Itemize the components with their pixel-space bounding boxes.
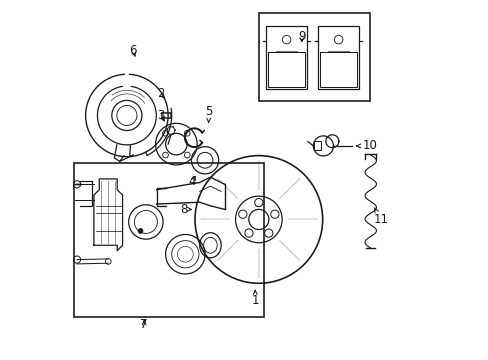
Bar — [74, 163, 264, 317]
Text: 9: 9 — [298, 30, 305, 43]
Bar — [258, 13, 369, 101]
Bar — [267, 52, 305, 87]
Circle shape — [138, 228, 142, 233]
Bar — [319, 52, 357, 87]
Text: 6: 6 — [129, 44, 137, 57]
Text: 8: 8 — [180, 203, 191, 216]
Text: 5: 5 — [204, 105, 212, 122]
Text: 10: 10 — [356, 139, 377, 152]
Text: 1: 1 — [251, 291, 259, 307]
Text: 11: 11 — [372, 208, 387, 226]
Text: 3: 3 — [157, 109, 164, 122]
Text: 2: 2 — [157, 87, 165, 100]
Text: 4: 4 — [188, 175, 196, 188]
Bar — [314, 140, 320, 149]
Text: 7: 7 — [140, 318, 147, 331]
